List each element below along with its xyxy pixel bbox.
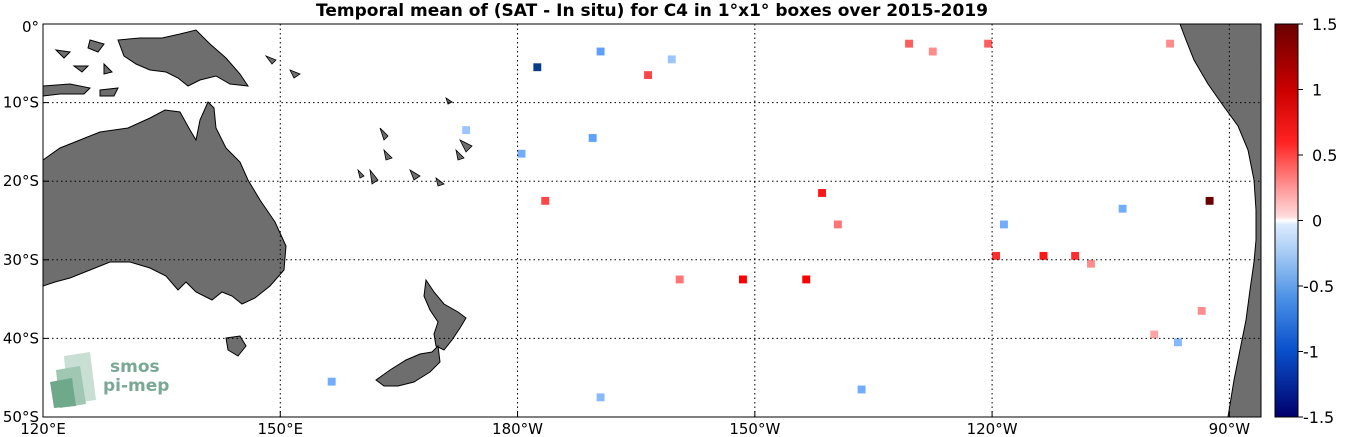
colorbar [1275,24,1298,417]
data-cell [596,393,605,402]
data-cell [857,385,866,394]
data-cell [462,126,471,135]
data-cell [533,63,542,72]
colorbar-ticks: 1.5 1 0.5 0 -0.5 -1 -1.5 [1298,15,1337,427]
data-cell [588,134,597,142]
colorbar-tick-label: -1 [1303,343,1319,362]
colorbar-tick-label: -0.5 [1303,277,1334,296]
pacific-islands [264,55,473,187]
logo-line2: pi-mep [103,376,169,396]
data-cell [1087,259,1095,268]
colorbar-tick-label: 1 [1312,81,1322,100]
data-cell [1166,39,1174,48]
south-america-landmass [1179,24,1261,417]
colorbar-tick-label: 1.5 [1312,15,1337,34]
data-cell [739,275,747,284]
data-cell [1205,196,1214,205]
data-cell [905,39,913,48]
new-zealand-north-island [423,278,467,351]
data-cell [327,377,336,386]
x-tick-label: 120°E [20,420,66,437]
data-cell [596,47,605,56]
data-cell [644,71,652,80]
data-cell [675,275,684,284]
y-tick-label: 40°S [3,329,39,347]
data-cell [1118,204,1127,213]
data-cell [1071,251,1080,260]
data-cell [833,220,842,229]
data-cell [818,189,826,197]
data-cell [1150,330,1159,339]
new-guinea-island [117,29,250,87]
data-cell [984,39,993,48]
tasmania-island [225,335,247,357]
y-tick-label: 0° [22,18,39,36]
indonesia-islands [43,39,119,97]
gridlines [43,24,1261,417]
data-cell [667,55,676,64]
y-tick-label: 50°S [3,408,39,426]
data-cell [541,196,550,205]
data-cell [992,251,1000,260]
y-tick-label: 10°S [3,94,39,112]
x-tick-label: 120°W [967,420,1018,437]
x-axis: 120°E 150°E 180°W 150°W 120°W 90°W [20,411,1250,437]
x-tick-label: 150°E [257,420,303,437]
data-cell [802,275,811,284]
y-axis: 0° 10°S 20°S 30°S 40°S 50°S [3,18,49,426]
x-tick-label: 150°W [729,420,780,437]
data-cell [517,149,526,158]
data-cell [928,47,937,56]
colorbar-tick-label: 0.5 [1312,146,1337,165]
map-frame [42,23,1262,418]
logo-line1: smos [110,357,160,377]
colorbar-tick-label: 0 [1312,212,1322,231]
colorbar-tick-label: -1.5 [1303,408,1334,427]
y-tick-label: 30°S [3,251,39,269]
x-tick-label: 90°W [1209,420,1251,437]
data-cell [1000,220,1008,229]
x-tick-label: 180°W [492,420,543,437]
data-cell [1174,338,1182,347]
new-zealand-south-island [375,344,441,387]
data-cell [1197,306,1206,315]
smos-pimep-logo: smos pi-mep [50,352,169,408]
y-tick-label: 20°S [3,172,39,190]
data-cell [1039,251,1048,260]
australia-landmass [43,101,287,305]
chart-title: Temporal mean of (SAT - In situ) for C4 … [316,1,988,21]
map-area [43,24,1261,417]
